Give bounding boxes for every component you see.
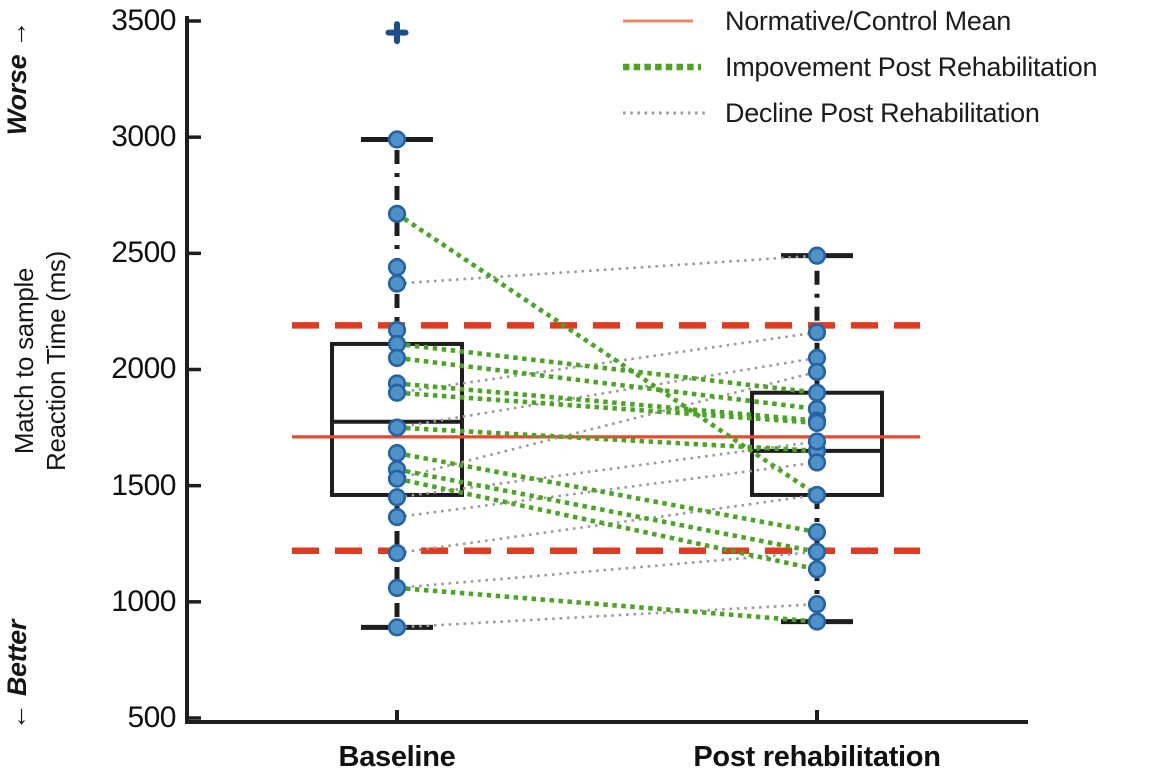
legend-row-improvement: Impovement Post Rehabilitation xyxy=(623,53,1152,81)
pair-line-decline xyxy=(396,493,818,555)
y-tick-label-1000: 1000 xyxy=(111,585,176,618)
data-point xyxy=(807,523,827,542)
data-point xyxy=(387,543,407,563)
data-point xyxy=(807,560,827,579)
data-point xyxy=(807,612,827,631)
pair-line-improvement xyxy=(396,381,818,423)
pair-line-decline xyxy=(396,254,818,285)
data-point xyxy=(387,488,407,507)
x-category-label-baseline: Baseline xyxy=(338,741,456,773)
pair-line-improvement xyxy=(396,425,818,454)
data-point xyxy=(387,383,407,402)
legend-label-improvement: Impovement Post Rehabilitation xyxy=(725,52,1098,82)
pair-line-improvement xyxy=(395,211,819,497)
y-tick-label-1500: 1500 xyxy=(111,469,176,502)
legend-row-normative: Normative/Control Mean xyxy=(623,7,1152,35)
data-point xyxy=(387,578,407,597)
data-point xyxy=(387,507,407,527)
worse-direction-label: Worse → xyxy=(2,20,32,136)
y-tick-label-3500: 3500 xyxy=(111,4,176,37)
data-point xyxy=(807,383,827,402)
better-direction-label: ← Better xyxy=(2,619,32,731)
pair-line-decline xyxy=(396,550,818,590)
x-category-label-post: Post rehabilitation xyxy=(693,741,941,773)
data-point xyxy=(807,453,827,472)
legend-swatch-decline-line xyxy=(623,111,707,115)
data-point xyxy=(387,418,407,437)
data-point xyxy=(387,258,407,277)
pair-line-improvement xyxy=(396,390,818,426)
y-tick-label-500: 500 xyxy=(127,701,176,734)
legend-swatch-normative-line xyxy=(623,19,693,23)
y-tick-label-3000: 3000 xyxy=(111,120,176,153)
data-point xyxy=(807,542,827,561)
y-tick-label-2500: 2500 xyxy=(111,236,176,269)
data-point xyxy=(807,413,827,433)
data-point xyxy=(387,274,407,293)
legend-swatch-improvement-line xyxy=(623,63,701,71)
data-point xyxy=(387,618,407,637)
pair-line-improvement xyxy=(396,341,818,396)
data-point xyxy=(807,432,827,451)
pair-line-improvement xyxy=(396,355,818,412)
pair-line-improvement xyxy=(396,585,818,624)
data-point xyxy=(387,469,407,488)
pair-line-decline xyxy=(396,370,818,480)
data-point xyxy=(387,204,407,223)
data-point xyxy=(807,323,827,342)
legend-label-normative: Normative/Control Mean xyxy=(725,6,1012,36)
legend-label-decline: Decline Post Rehabilitation xyxy=(725,98,1040,128)
y-tick-label-2000: 2000 xyxy=(111,352,176,385)
data-point xyxy=(807,362,827,381)
data-point xyxy=(807,246,827,265)
data-point xyxy=(387,444,407,463)
data-point xyxy=(807,485,827,505)
data-point xyxy=(387,348,407,367)
data-point xyxy=(807,595,827,614)
legend-row-decline: Decline Post Rehabilitation xyxy=(623,99,1152,127)
pair-line-decline xyxy=(396,602,818,629)
data-point xyxy=(387,130,407,149)
